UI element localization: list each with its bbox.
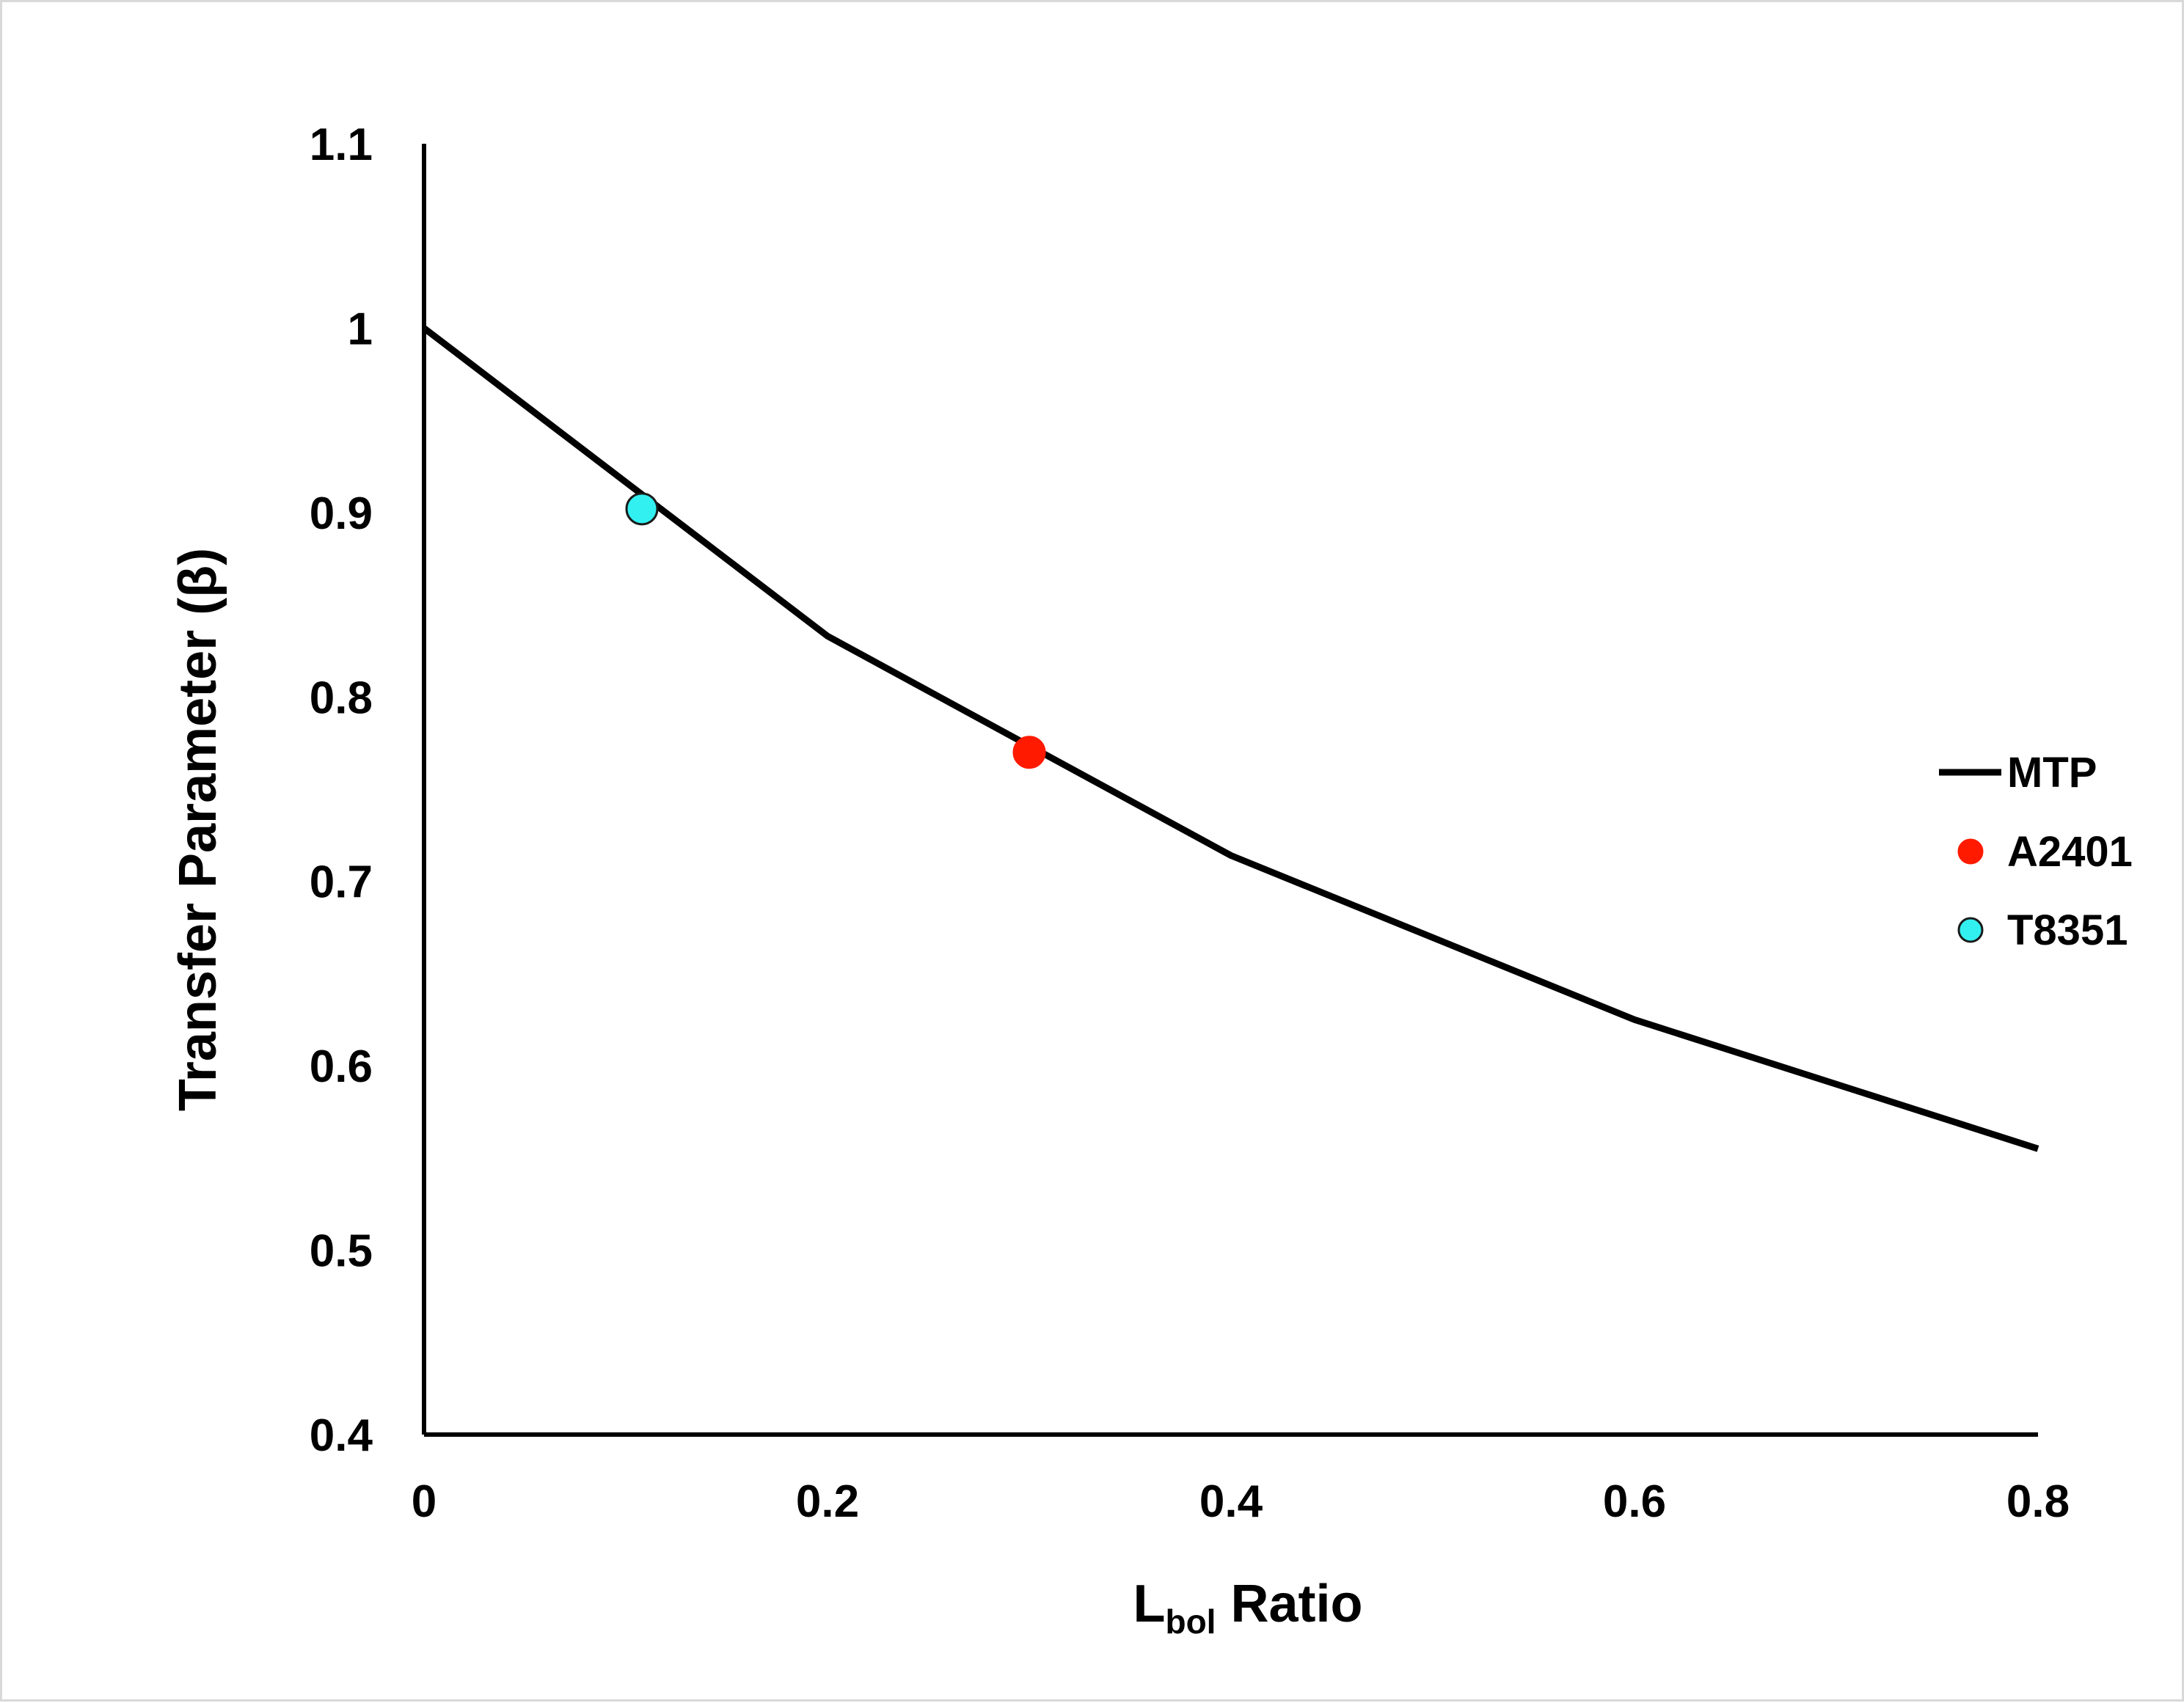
x-tick-label: 0.4 bbox=[1199, 1476, 1263, 1527]
y-axis-title: Transfer Parameter (β) bbox=[169, 548, 227, 1111]
x-tick-label: 0.6 bbox=[1603, 1476, 1666, 1527]
y-tick-label: 0.6 bbox=[310, 1041, 373, 1092]
x-axis-title-main: L bbox=[1133, 1575, 1166, 1633]
x-axis-title-subscript: bol bbox=[1165, 1603, 1216, 1641]
y-tick-label: 1 bbox=[348, 304, 373, 354]
axis-titles: Lbol Ratio Transfer Parameter (β) bbox=[169, 548, 1362, 1641]
axes bbox=[422, 144, 2038, 1437]
x-tick-label: 0.8 bbox=[2006, 1476, 2070, 1527]
tick-labels: 0.4 0.5 0.6 0.7 0.8 0.9 1 1.1 0 0.2 0.4 0.6 0.8 bbox=[310, 120, 2070, 1527]
legend-swatch-a2401 bbox=[1957, 838, 1984, 865]
y-tick-label: 1.1 bbox=[310, 120, 373, 170]
y-tick-label: 0.8 bbox=[310, 673, 373, 723]
x-axis-title: Lbol Ratio bbox=[1133, 1575, 1363, 1641]
legend: MTP A2401 T8351 bbox=[1939, 749, 2133, 954]
legend-label-mtp: MTP bbox=[2007, 749, 2097, 796]
y-tick-label: 0.5 bbox=[310, 1226, 373, 1277]
x-tick-label: 0.2 bbox=[796, 1476, 859, 1527]
data-point-t8351 bbox=[625, 492, 659, 526]
series-line-mtp bbox=[422, 325, 2039, 1152]
x-axis-title-rest: Ratio bbox=[1216, 1575, 1362, 1633]
y-tick-label: 0.9 bbox=[310, 488, 373, 539]
y-tick-label: 0.7 bbox=[310, 857, 373, 908]
y-tick-label: 0.4 bbox=[310, 1410, 373, 1461]
data-point-a2401 bbox=[1012, 736, 1046, 769]
plot-area bbox=[422, 325, 2039, 1152]
legend-label-t8351: T8351 bbox=[2007, 907, 2128, 954]
x-tick-label: 0 bbox=[412, 1476, 437, 1527]
legend-swatch-t8351 bbox=[1957, 917, 1984, 943]
legend-label-a2401: A2401 bbox=[2007, 828, 2133, 876]
